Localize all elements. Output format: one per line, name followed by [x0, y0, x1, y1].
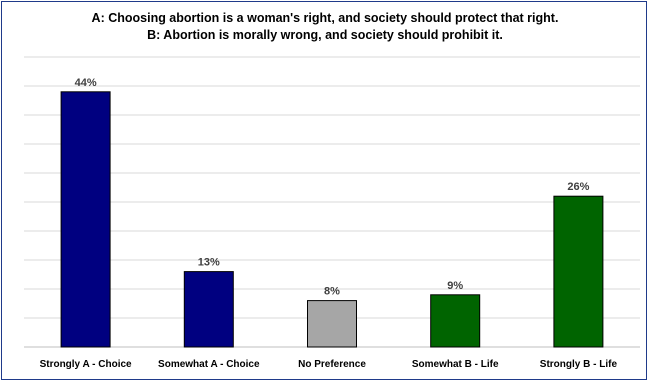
bar-2 — [183, 271, 234, 348]
data-label-1: 44% — [75, 77, 97, 89]
data-label-2: 13% — [198, 257, 220, 269]
bar-5 — [553, 195, 604, 348]
x-tick-label-2: Somewhat A - Choice — [158, 359, 260, 370]
data-label-3: 8% — [324, 286, 340, 298]
bar-4 — [430, 294, 481, 348]
x-tick-label-3: No Preference — [298, 359, 366, 370]
x-tick-label-1: Strongly A - Choice — [40, 359, 132, 370]
data-label-5: 26% — [567, 181, 589, 193]
bar-1 — [60, 91, 111, 348]
chart-title-line-2: B: Abortion is morally wrong, and societ… — [147, 28, 503, 42]
data-label-4: 9% — [447, 280, 463, 292]
chart-title-line-1: A: Choosing abortion is a woman's right,… — [91, 11, 559, 25]
x-tick-label-4: Somewhat B - Life — [412, 359, 499, 370]
bar-3 — [307, 300, 357, 348]
x-tick-label-5: Strongly B - Life — [540, 359, 618, 370]
